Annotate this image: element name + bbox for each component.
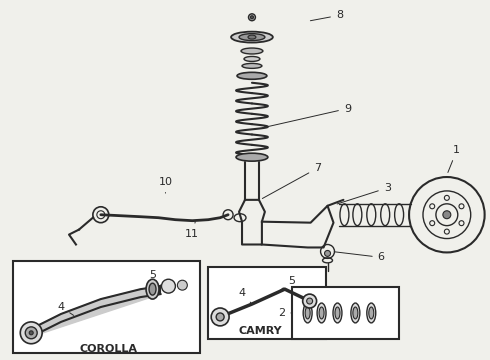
- Bar: [208, 267, 325, 339]
- Ellipse shape: [149, 283, 156, 295]
- Ellipse shape: [237, 72, 267, 79]
- Text: 4: 4: [239, 288, 252, 304]
- Circle shape: [177, 280, 187, 290]
- Text: 7: 7: [262, 163, 321, 198]
- Ellipse shape: [319, 307, 324, 319]
- Circle shape: [303, 294, 317, 308]
- Ellipse shape: [353, 307, 358, 319]
- Ellipse shape: [333, 303, 342, 323]
- Polygon shape: [31, 286, 161, 337]
- Circle shape: [25, 327, 37, 339]
- Ellipse shape: [335, 307, 340, 319]
- Text: 11: 11: [185, 222, 199, 239]
- Ellipse shape: [236, 153, 268, 161]
- Text: 1: 1: [448, 145, 460, 172]
- Text: 5: 5: [149, 270, 161, 285]
- Text: COROLLA: COROLLA: [80, 344, 138, 354]
- Circle shape: [162, 279, 175, 293]
- Ellipse shape: [241, 48, 263, 54]
- Ellipse shape: [317, 303, 326, 323]
- Circle shape: [20, 322, 42, 344]
- Ellipse shape: [231, 32, 273, 42]
- Ellipse shape: [248, 35, 256, 39]
- Circle shape: [211, 308, 229, 326]
- Circle shape: [250, 16, 253, 19]
- Text: 5: 5: [280, 276, 295, 291]
- Ellipse shape: [305, 307, 310, 319]
- Ellipse shape: [367, 303, 376, 323]
- Circle shape: [248, 14, 255, 21]
- Circle shape: [307, 298, 313, 304]
- Circle shape: [443, 211, 451, 219]
- Circle shape: [324, 251, 331, 256]
- Text: CAMRY: CAMRY: [238, 326, 282, 336]
- Ellipse shape: [242, 63, 262, 68]
- Bar: [292, 287, 399, 339]
- Ellipse shape: [369, 307, 374, 319]
- Text: 2: 2: [278, 308, 292, 318]
- Text: 9: 9: [263, 104, 351, 128]
- Ellipse shape: [146, 279, 159, 299]
- Circle shape: [216, 313, 224, 321]
- Text: 6: 6: [334, 252, 385, 262]
- Text: 3: 3: [337, 183, 391, 204]
- Ellipse shape: [244, 57, 260, 62]
- Text: 8: 8: [310, 10, 343, 21]
- Bar: [13, 261, 200, 353]
- Text: 4: 4: [57, 302, 74, 315]
- Ellipse shape: [303, 303, 312, 323]
- Text: 10: 10: [158, 177, 172, 193]
- Circle shape: [29, 331, 33, 335]
- Ellipse shape: [351, 303, 360, 323]
- Ellipse shape: [239, 33, 265, 41]
